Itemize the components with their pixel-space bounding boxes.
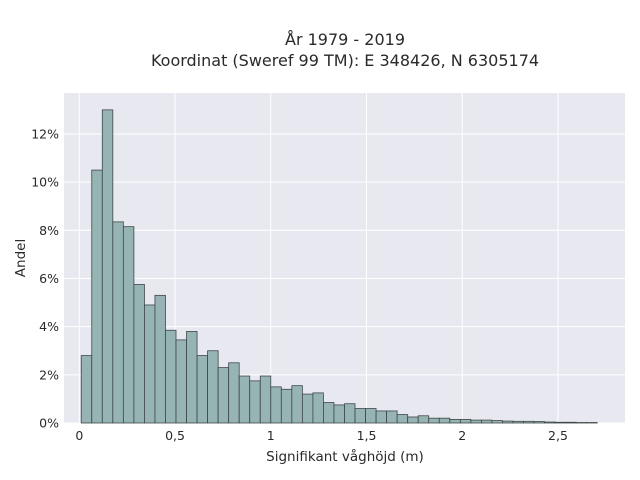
histogram-bar bbox=[323, 402, 335, 424]
histogram-bar bbox=[502, 420, 514, 424]
histogram-bar bbox=[523, 420, 535, 424]
histogram-bar bbox=[480, 419, 493, 424]
histogram-bar bbox=[544, 421, 556, 424]
histogram-bar bbox=[80, 355, 93, 424]
histogram-bar bbox=[365, 408, 377, 424]
histogram-bar bbox=[407, 416, 419, 424]
x-tick-label: 0 bbox=[75, 428, 83, 443]
y-axis-ticks: 0% 2% 4% 6% 8% 10% 12% bbox=[31, 126, 59, 430]
histogram-bar bbox=[154, 294, 166, 424]
y-tick-label: 10% bbox=[31, 175, 59, 190]
histogram-bar bbox=[217, 367, 230, 424]
histogram-bar bbox=[165, 329, 177, 424]
y-axis-title: Andel bbox=[13, 239, 29, 277]
histogram-bar bbox=[396, 414, 409, 424]
x-tick-label: 2 bbox=[458, 428, 466, 443]
histogram-bar bbox=[259, 375, 272, 424]
histogram-bar bbox=[228, 362, 240, 424]
histogram-bar bbox=[112, 221, 124, 424]
chart-title-line-1: År 1979 - 2019 bbox=[285, 30, 405, 49]
histogram-bar bbox=[280, 388, 293, 424]
histogram-bar bbox=[333, 404, 345, 424]
histogram-bar bbox=[101, 109, 114, 424]
histogram-bar bbox=[386, 410, 398, 424]
histogram-bar bbox=[565, 421, 577, 424]
histogram-bar bbox=[449, 418, 461, 424]
histogram-bar bbox=[91, 169, 103, 424]
histogram-bar bbox=[554, 421, 567, 424]
x-tick-label: 0,5 bbox=[165, 428, 185, 443]
histogram-bar bbox=[122, 226, 135, 424]
histogram-bar bbox=[133, 284, 145, 424]
histogram-bar bbox=[186, 331, 198, 424]
histogram-bar bbox=[175, 339, 187, 424]
x-tick-label: 2,5 bbox=[548, 428, 568, 443]
histogram-bar bbox=[533, 421, 545, 424]
x-tick-label: 1 bbox=[267, 428, 275, 443]
histogram-bar bbox=[344, 403, 356, 424]
histogram-bar bbox=[428, 417, 440, 424]
y-tick-label: 12% bbox=[31, 126, 59, 141]
y-tick-label: 8% bbox=[39, 223, 59, 238]
histogram-bar bbox=[238, 375, 251, 424]
histogram-bar bbox=[375, 410, 388, 424]
histogram-bar bbox=[470, 419, 482, 424]
x-tick-label: 1,5 bbox=[357, 428, 377, 443]
histogram-bars bbox=[80, 109, 598, 424]
histogram-bar bbox=[354, 408, 366, 424]
histogram-bar bbox=[207, 350, 219, 424]
histogram-bar bbox=[144, 304, 156, 424]
histogram-bar bbox=[438, 417, 451, 424]
histogram-bar bbox=[291, 385, 303, 424]
y-tick-label: 0% bbox=[39, 416, 59, 431]
histogram-bar bbox=[512, 420, 524, 424]
chart-title-line-2: Koordinat (Sweref 99 TM): E 348426, N 63… bbox=[151, 51, 539, 70]
histogram-bar bbox=[312, 392, 324, 424]
histogram-bar bbox=[270, 386, 282, 424]
x-axis-title: Signifikant våghöjd (m) bbox=[266, 448, 424, 465]
y-tick-label: 4% bbox=[39, 319, 59, 334]
histogram-bar bbox=[491, 420, 503, 424]
y-tick-label: 2% bbox=[39, 367, 59, 382]
histogram-bar bbox=[459, 418, 472, 424]
histogram-bar bbox=[417, 415, 430, 424]
x-axis-ticks: 0 0,5 1 1,5 2 2,5 bbox=[75, 428, 568, 443]
histogram-bar bbox=[301, 393, 314, 424]
histogram-bar bbox=[196, 355, 209, 424]
y-tick-label: 6% bbox=[39, 271, 59, 286]
histogram-bar bbox=[249, 380, 261, 424]
